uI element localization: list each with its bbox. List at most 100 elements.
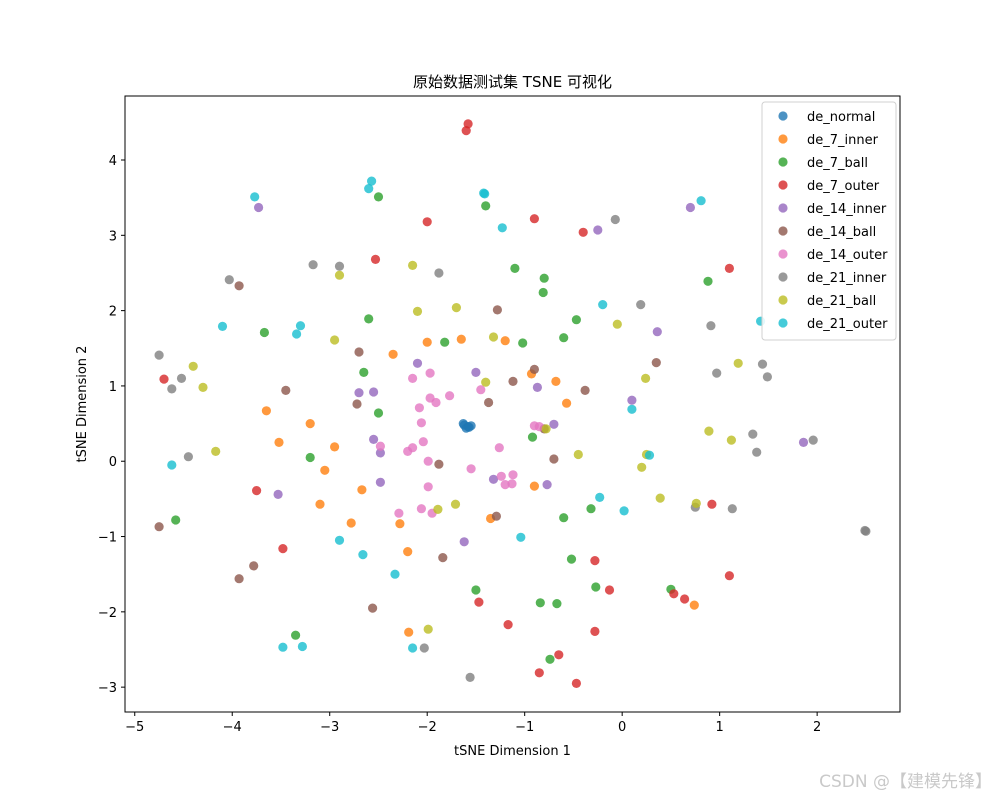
point-de-14-outer-2: [476, 385, 486, 395]
point-de-7-inner-5: [562, 398, 572, 408]
point-de-7-outer-19: [534, 668, 544, 678]
point-de-7-outer-2: [422, 217, 432, 227]
x-tick-label: −4: [223, 720, 242, 735]
point-de-21-outer-9: [217, 321, 228, 331]
point-de-14-ball-17: [234, 574, 244, 584]
point-de-7-ball-18: [566, 554, 577, 564]
point-de-7-ball-4: [538, 287, 548, 298]
point-de-14-outer-12: [418, 437, 428, 447]
point-de-14-outer-4: [414, 403, 424, 413]
legend-label-de-7-outer: de_7_outer: [807, 179, 880, 194]
point-de-14-outer-23: [416, 504, 426, 514]
plot-frame: [124, 95, 901, 713]
point-de-14-ball-8: [508, 376, 518, 386]
legend-box: [761, 101, 897, 341]
point-de-7-outer-4: [578, 227, 588, 237]
point-de-7-outer-10: [707, 499, 717, 509]
point-de-7-ball-12: [373, 408, 384, 418]
point-de-21-ball-12: [211, 446, 221, 456]
point-de-7-outer-16: [680, 594, 690, 604]
point-de-7-inner-2: [500, 336, 510, 346]
y-axis-label: tSNE Dimension 2: [75, 346, 90, 463]
point-de-7-outer-13: [590, 556, 600, 566]
point-de-7-ball-13: [527, 432, 538, 442]
point-de-14-outer-1: [425, 368, 435, 378]
point-de-21-outer-18: [516, 532, 526, 542]
point-de-21-ball-11: [733, 358, 743, 368]
point-de-21-inner-0: [610, 214, 620, 225]
point-de-21-ball-15: [726, 435, 737, 445]
point-de-14-outer-11: [423, 456, 433, 466]
point-de-7-ball-16: [586, 504, 596, 514]
point-de-7-inner-16: [404, 627, 414, 637]
point-de-7-inner-6: [261, 406, 271, 416]
point-de-21-outer-19: [358, 550, 368, 560]
point-de-7-outer-11: [474, 597, 484, 607]
point-de-7-outer-18: [590, 626, 600, 637]
legend-label-de-14-inner: de_14_inner: [807, 202, 887, 217]
y-tick-label: 0: [109, 455, 117, 470]
point-de-21-inner-5: [636, 300, 646, 310]
point-de-7-inner-13: [346, 518, 356, 528]
point-de-14-inner-0: [254, 202, 264, 213]
legend-label-de-14-ball: de_14_ball: [807, 225, 876, 240]
x-axis-label: tSNE Dimension 1: [454, 744, 571, 759]
point-de-21-inner-15: [752, 447, 762, 457]
point-de-21-inner-3: [434, 268, 444, 278]
point-de-21-ball-7: [188, 361, 198, 371]
point-de-7-ball-24: [291, 630, 301, 640]
x-tick-label: −5: [125, 720, 144, 735]
point-de-7-ball-21: [552, 599, 562, 609]
point-de-21-ball-5: [330, 335, 340, 345]
point-de-14-ball-14: [154, 522, 164, 532]
legend-marker-de-14-inner: [778, 203, 788, 213]
y-tick-label: −1: [98, 531, 117, 546]
point-de-14-outer-13: [466, 464, 476, 474]
point-de-21-inner-14: [748, 429, 758, 439]
point-de-21-inner-11: [757, 359, 768, 369]
point-de-21-inner-7: [154, 350, 164, 360]
point-de-14-inner-11: [369, 434, 379, 444]
point-de-21-ball-21: [450, 499, 461, 509]
point-de-14-outer-17: [496, 471, 506, 481]
point-de-14-ball-11: [549, 454, 559, 464]
point-de-14-ball-4: [651, 358, 661, 368]
point-de-21-ball-4: [488, 332, 499, 342]
point-de-7-ball-0: [373, 192, 384, 202]
point-de-14-inner-2: [685, 202, 696, 213]
point-de-7-outer-8: [252, 486, 262, 496]
point-de-7-inner-3: [388, 349, 398, 359]
legend-label-de-7-ball: de_7_ball: [807, 156, 868, 171]
point-de-14-inner-3: [652, 327, 662, 337]
point-de-7-ball-3: [539, 273, 549, 283]
y-tick-label: 1: [109, 380, 117, 395]
point-de-21-outer-14: [167, 460, 177, 470]
point-de-14-ball-15: [438, 553, 448, 563]
point-de-21-ball-8: [198, 382, 208, 392]
legend-label-de-normal: de_normal: [807, 110, 875, 125]
point-de-14-outer-21: [394, 508, 404, 518]
point-de-21-outer-23: [408, 643, 418, 653]
point-de-7-ball-2: [510, 263, 520, 273]
point-de-21-inner-16: [808, 435, 818, 445]
point-de-21-inner-20: [861, 526, 871, 536]
x-tick-label: −2: [418, 720, 437, 735]
point-de-21-ball-3: [412, 306, 423, 316]
point-de-14-outer-7: [416, 418, 426, 428]
chart-title: 原始数据测试集 TSNE 可视化: [413, 73, 612, 91]
point-de-21-ball-23: [423, 624, 433, 634]
point-de-14-outer-19: [507, 479, 517, 489]
point-de-21-outer-13: [644, 450, 655, 460]
point-de-14-ball-13: [491, 511, 501, 521]
point-de-21-ball-6: [612, 319, 622, 329]
point-de-21-outer-2: [250, 192, 260, 202]
point-de-14-outer-22: [423, 482, 433, 492]
point-de-14-outer-0: [408, 373, 418, 383]
point-de-21-ball-20: [691, 498, 701, 508]
point-de-14-outer-6: [445, 391, 455, 401]
point-de-7-inner-7: [305, 419, 315, 429]
point-de-14-inner-7: [369, 387, 379, 397]
point-de-7-outer-6: [724, 263, 735, 273]
point-de-21-ball-19: [655, 493, 665, 503]
